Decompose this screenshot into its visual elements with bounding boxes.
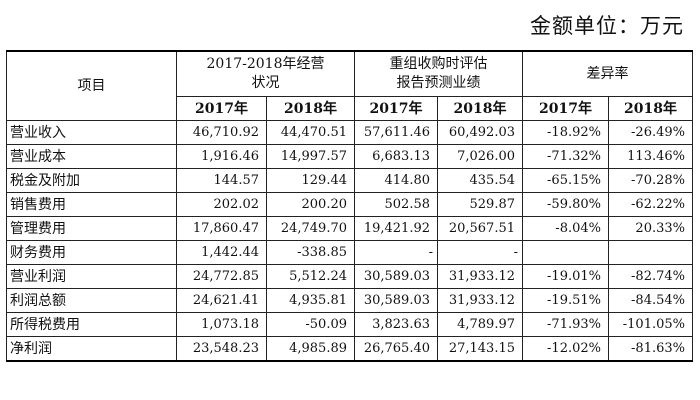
table-cell: 31,933.12 — [437, 264, 523, 289]
table-cell: -71.32% — [522, 144, 609, 169]
row-label: 营业利润 — [6, 264, 177, 289]
header-year: 2017年 — [176, 96, 267, 121]
table-row: 财务费用 1,442.44 -338.85- - — [6, 240, 693, 265]
header-item: 项目 — [6, 50, 177, 121]
header-group-operating-text: 2017-2018年经营状况 — [206, 56, 325, 91]
row-label: 利润总额 — [6, 288, 177, 313]
table-cell: 4,985.89 — [266, 336, 355, 362]
table-row: 利润总额 24,621.41 4,935.81 30,589.03 31,933.12-… — [6, 288, 693, 313]
table-cell — [522, 240, 609, 265]
header-year: 2018年 — [266, 96, 355, 121]
header-row-years: 2017年 2018年 2017年 2018年 2017年 2018年 — [7, 96, 693, 121]
table-cell: 26,765.40 — [354, 336, 438, 362]
header-group-operating: 2017-2018年经营状况 — [176, 50, 355, 97]
table-cell: 4,789.97 — [437, 312, 523, 337]
table-cell: -81.63% — [608, 336, 693, 362]
table-cell: 23,548.23 — [176, 336, 267, 362]
unit-label: 金额单位：万元 — [530, 14, 684, 38]
table-cell — [608, 240, 693, 265]
table-cell: -50.09 — [266, 312, 355, 337]
table-cell: 502.58 — [354, 192, 438, 217]
table-cell: -18.92% — [522, 120, 609, 145]
table-cell: 46,710.92 — [176, 120, 267, 145]
table-cell: -101.05% — [608, 312, 693, 337]
table-row: 净利润 23,548.23 4,985.89 26,765.40 27,143.15 -1… — [6, 336, 693, 362]
header-year: 2018年 — [608, 96, 693, 121]
row-label: 营业收入 — [6, 120, 177, 145]
header-group-forecast-text: 重组收购时评估报告预测业绩 — [389, 56, 488, 91]
header-group-forecast: 重组收购时评估报告预测业绩 — [354, 50, 523, 97]
table-cell: -19.51% — [522, 288, 609, 313]
table-cell: 14,997.57 — [266, 144, 355, 169]
table-cell: 144.57 — [176, 168, 267, 193]
header-year: 2017年 — [354, 96, 438, 121]
table-cell: 7,026.00 — [437, 144, 523, 169]
table-cell: -19.01% — [522, 264, 609, 289]
table-cell: 31,933.12 — [437, 288, 523, 313]
table-cell: 30,589.03 — [354, 264, 438, 289]
table-cell: -65.15% — [522, 168, 609, 193]
table-cell: -71.93% — [522, 312, 609, 337]
row-label: 管理费用 — [6, 216, 177, 241]
table-cell: -82.74% — [608, 264, 693, 289]
table-cell: -59.80% — [522, 192, 609, 217]
table-cell: 60,492.03 — [437, 120, 523, 145]
table-row: 营业利润 24,772.85 5,512.24 30,589.03 31,933.12-… — [6, 264, 693, 289]
table-cell: 27,143.15 — [437, 336, 523, 362]
row-label: 税金及附加 — [6, 168, 177, 193]
table-cell: -8.04% — [522, 216, 609, 241]
table-cell: 44,470.51 — [266, 120, 355, 145]
table-cell: 1,916.46 — [176, 144, 267, 169]
header-year: 2018年 — [437, 96, 523, 121]
table-cell: 5,512.24 — [266, 264, 355, 289]
header-year: 2017年 — [522, 96, 609, 121]
header-group-variance: 差异率 — [522, 50, 693, 97]
table-cell: -84.54% — [608, 288, 693, 313]
table-row: 所得税费用 1,073.18 -50.09 3,823.63 4,789.97 -71.9… — [6, 312, 693, 337]
table-cell: 414.80 — [354, 168, 438, 193]
table-row: 销售费用 202.02 200.20 502.58 529.87 -59.80% -62.2… — [6, 192, 693, 217]
table-cell: - — [354, 240, 438, 265]
table-cell: 24,621.41 — [176, 288, 267, 313]
table-cell: 19,421.92 — [354, 216, 438, 241]
table-row: 营业收入 46,710.92 44,470.51 57,611.46 60,492.03… — [6, 120, 693, 145]
table-cell: 129.44 — [266, 168, 355, 193]
table-cell: 57,611.46 — [354, 120, 438, 145]
table-cell: 1,073.18 — [176, 312, 267, 337]
table-row: 管理费用 17,860.47 24,749.70 19,421.92 20,567.51… — [6, 216, 693, 241]
table-cell: 20,567.51 — [437, 216, 523, 241]
table-cell: 20.33% — [608, 216, 693, 241]
financial-comparison-table: 项目 2017-2018年经营状况 重组收购时评估报告预测业绩 差异率 2017… — [6, 50, 693, 362]
table-cell: -70.28% — [608, 168, 693, 193]
row-label: 营业成本 — [6, 144, 177, 169]
table-cell: 200.20 — [266, 192, 355, 217]
table-row: 税金及附加 144.57 129.44 414.80 435.54 -65.15% -70.… — [6, 168, 693, 193]
table-cell: - — [437, 240, 523, 265]
table-cell: 6,683.13 — [354, 144, 438, 169]
table-cell: 435.54 — [437, 168, 523, 193]
table-cell: 30,589.03 — [354, 288, 438, 313]
row-label: 销售费用 — [6, 192, 177, 217]
header-row-groups: 项目 2017-2018年经营状况 重组收购时评估报告预测业绩 差异率 — [6, 50, 693, 121]
table-cell: 4,935.81 — [266, 288, 355, 313]
table-body: 营业收入 46,710.92 44,470.51 57,611.46 60,492.03… — [6, 120, 693, 362]
table-cell: -26.49% — [608, 120, 693, 145]
table-cell: 529.87 — [437, 192, 523, 217]
row-label: 所得税费用 — [6, 312, 177, 337]
table-cell: 3,823.63 — [354, 312, 438, 337]
table-cell: 1,442.44 — [176, 240, 267, 265]
table-cell: -12.02% — [522, 336, 609, 362]
table-cell: 24,749.70 — [266, 216, 355, 241]
table-row: 营业成本 1,916.46 14,997.57 6,683.13 7,026.00 -71… — [6, 144, 693, 169]
financial-table-container: 项目 2017-2018年经营状况 重组收购时评估报告预测业绩 差异率 2017… — [6, 50, 693, 362]
row-label: 财务费用 — [6, 240, 177, 265]
table-cell: 24,772.85 — [176, 264, 267, 289]
table-cell: 202.02 — [176, 192, 267, 217]
table-cell: 17,860.47 — [176, 216, 267, 241]
table-cell: -62.22% — [608, 192, 693, 217]
row-label: 净利润 — [6, 336, 177, 362]
table-cell: -338.85 — [266, 240, 355, 265]
table-cell: 113.46% — [608, 144, 693, 169]
